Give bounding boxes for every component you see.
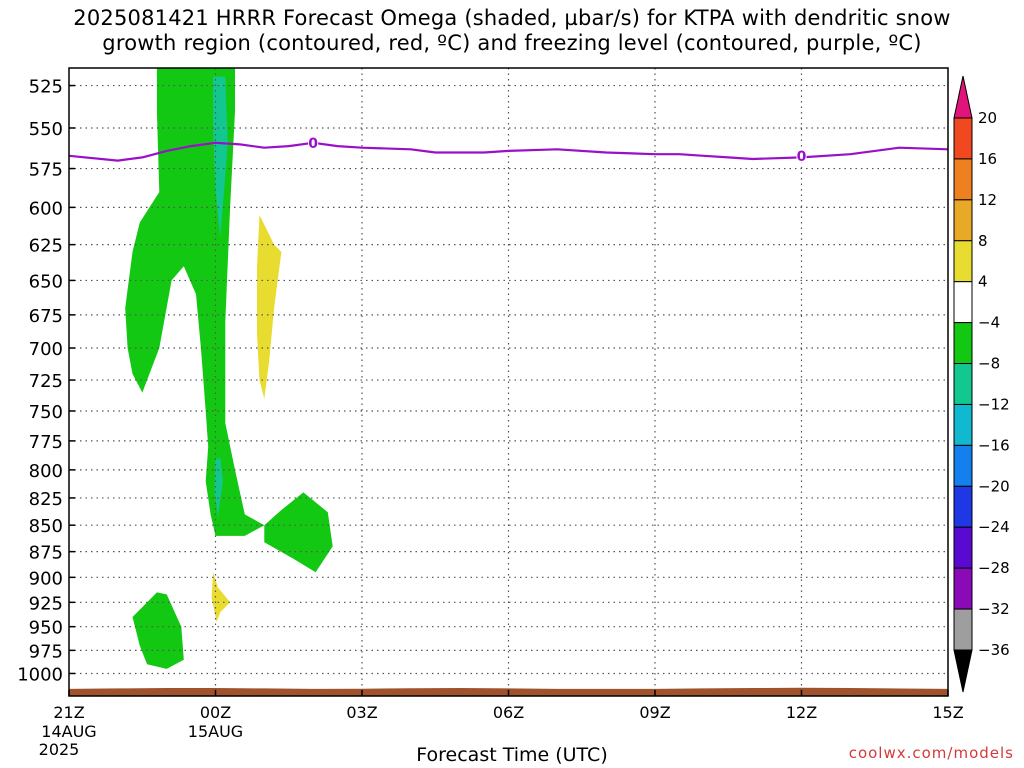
colorbar-bin — [953, 199, 973, 242]
colorbar-tick-label: 8 — [978, 232, 988, 250]
colorbar-tick-label: −32 — [978, 600, 1010, 618]
y-tick-label: 925 — [29, 593, 63, 614]
colorbar-tick-label: −16 — [978, 436, 1010, 454]
colorbar-tick-label: −28 — [978, 559, 1010, 577]
contour-label-bg — [796, 147, 807, 163]
freezing-level-label: 0 — [308, 136, 318, 152]
colorbar-tick-label: −36 — [978, 641, 1010, 659]
colorbar-bin — [953, 281, 973, 324]
contour-label-bg — [308, 134, 319, 150]
y-tick-label: 775 — [29, 432, 63, 453]
y-tick-label: 850 — [29, 516, 63, 537]
y-tick-label: 525 — [29, 77, 63, 98]
y-tick-label: 750 — [29, 402, 63, 423]
y-tick-label: 600 — [29, 198, 63, 219]
colorbar-tick-label: −12 — [978, 395, 1010, 413]
omega-green-main — [125, 68, 265, 536]
colorbar-bin — [953, 608, 973, 651]
y-tick-label: 725 — [29, 371, 63, 392]
x-tick-label: 03Z — [346, 703, 377, 722]
title-line: 2025081421 HRRR Forecast Omega (shaded, … — [73, 6, 951, 30]
y-tick-label: 800 — [29, 461, 63, 482]
colorbar-tick-label: −8 — [978, 355, 1000, 373]
x-tick-label: 12Z — [786, 703, 817, 722]
freezing-level-line — [69, 141, 948, 162]
title-line: growth region (contoured, red, ºC) and f… — [102, 31, 922, 55]
y-tick-label: 900 — [29, 568, 63, 589]
y-tick-label: 575 — [29, 160, 63, 181]
x-date-label: 14AUG — [41, 722, 96, 741]
y-tick-label: 975 — [29, 641, 63, 662]
freezing-level-label: 0 — [797, 149, 807, 165]
colorbar-tick-label: 12 — [978, 191, 997, 209]
colorbar-bin — [953, 444, 973, 487]
colorbar-bin — [953, 403, 973, 446]
colorbar-bin — [953, 526, 973, 569]
site-credit: coolwx.com/models — [848, 744, 1014, 762]
y-tick-label: 700 — [29, 339, 63, 360]
y-tick-label: 550 — [29, 119, 63, 140]
colorbar-tick-label: −20 — [978, 477, 1010, 495]
omega-yellow-lower — [211, 572, 231, 622]
omega-teal-upper — [213, 76, 228, 238]
colorbar-bin — [953, 158, 973, 201]
y-tick-label: 650 — [29, 271, 63, 292]
y-tick-label: 675 — [29, 306, 63, 327]
y-tick-label: 950 — [29, 618, 63, 639]
chart-title: 2025081421 HRRR Forecast Omega (shaded, … — [0, 6, 1024, 56]
colorbar-bin — [953, 322, 973, 365]
omega-green-arm — [264, 492, 333, 573]
x-date-label: 2025 — [39, 740, 80, 759]
omega-yellow-upper — [257, 215, 282, 399]
colorbar-tick-label: 4 — [978, 273, 988, 291]
colorbar-bin — [953, 240, 973, 283]
y-tick-label: 825 — [29, 489, 63, 510]
x-axis-label: Forecast Time (UTC) — [416, 744, 608, 766]
colorbar-bin — [953, 363, 973, 405]
colorbar-bin — [953, 485, 973, 528]
y-tick-label: 1000 — [17, 664, 63, 685]
x-tick-label: 21Z — [53, 703, 84, 722]
colorbar-tick-label: 16 — [978, 150, 997, 168]
x-tick-label: 09Z — [639, 703, 670, 722]
y-tick-label: 625 — [29, 236, 63, 257]
x-tick-label: 00Z — [200, 703, 231, 722]
colorbar-top-arrow — [953, 75, 973, 119]
omega-teal-lower — [214, 458, 223, 517]
colorbar-bin — [953, 567, 973, 610]
colorbar-bin — [953, 117, 973, 160]
colorbar-bottom-arrow — [953, 649, 973, 693]
omega-green-low — [132, 592, 184, 669]
x-date-label: 15AUG — [188, 722, 243, 741]
colorbar-tick-label: 20 — [978, 109, 997, 127]
y-tick-label: 875 — [29, 543, 63, 564]
colorbar-tick-label: −4 — [978, 314, 1000, 332]
colorbar-tick-label: −24 — [978, 518, 1010, 536]
x-tick-label: 15Z — [932, 703, 963, 722]
x-tick-label: 06Z — [493, 703, 524, 722]
